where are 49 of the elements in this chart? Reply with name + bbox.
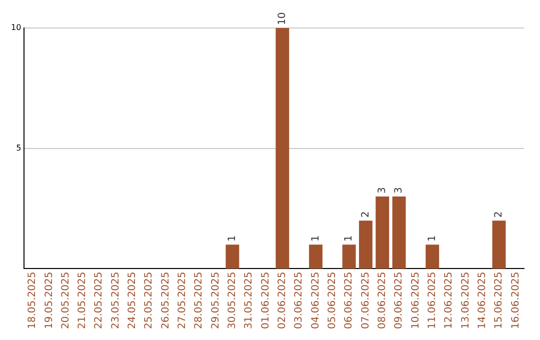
bar bbox=[342, 244, 356, 269]
x-tick-label: 10.06.2025 bbox=[410, 272, 422, 330]
x-tick-label: 20.05.2025 bbox=[60, 272, 72, 330]
x-tick-label: 30.05.2025 bbox=[227, 272, 238, 330]
bar bbox=[309, 244, 322, 269]
x-tick-label: 18.05.2025 bbox=[27, 272, 38, 330]
bar bbox=[492, 220, 506, 269]
x-tick-label: 26.05.2025 bbox=[160, 272, 172, 330]
bar bbox=[426, 244, 440, 269]
data-label: 2 bbox=[494, 211, 505, 218]
x-tick-label: 03.06.2025 bbox=[294, 272, 305, 330]
bar bbox=[226, 244, 240, 269]
bar bbox=[392, 196, 406, 269]
bar bbox=[276, 28, 290, 269]
x-tick-label: 24.05.2025 bbox=[127, 272, 138, 330]
data-label: 3 bbox=[394, 187, 405, 194]
x-tick-label: 09.06.2025 bbox=[394, 272, 405, 330]
x-tick-label: 29.05.2025 bbox=[210, 272, 222, 330]
x-tick-label: 25.05.2025 bbox=[144, 272, 155, 330]
x-tick-label: 05.06.2025 bbox=[326, 272, 338, 330]
data-label: 1 bbox=[426, 235, 438, 242]
x-tick-label: 13.06.2025 bbox=[460, 272, 472, 330]
x-tick-label: 08.06.2025 bbox=[376, 272, 388, 330]
data-label: 2 bbox=[360, 211, 372, 218]
x-tick-label: 31.05.2025 bbox=[244, 272, 255, 330]
data-label: 1 bbox=[227, 235, 238, 242]
x-tick-label: 28.05.2025 bbox=[194, 272, 205, 330]
x-tick-label: 01.06.2025 bbox=[260, 272, 272, 330]
data-label: 1 bbox=[310, 235, 322, 242]
x-tick-label: 04.06.2025 bbox=[310, 272, 322, 330]
data-label: 3 bbox=[376, 187, 388, 194]
x-tick-label: 21.05.2025 bbox=[77, 272, 88, 330]
y-tick-label: 5 bbox=[16, 143, 22, 152]
data-label: 1 bbox=[344, 235, 355, 242]
x-tick-label: 27.05.2025 bbox=[177, 272, 188, 330]
bar bbox=[376, 196, 390, 269]
x-tick-label: 16.06.2025 bbox=[510, 272, 522, 330]
bar bbox=[358, 220, 372, 269]
x-tick-label: 22.05.2025 bbox=[94, 272, 105, 330]
x-tick-label: 14.06.2025 bbox=[476, 272, 488, 330]
x-tick-label: 15.06.2025 bbox=[494, 272, 505, 330]
x-tick-label: 19.05.2025 bbox=[44, 272, 55, 330]
x-tick-label: 11.06.2025 bbox=[426, 272, 438, 330]
data-label: 10 bbox=[277, 12, 288, 25]
x-tick-label: 07.06.2025 bbox=[360, 272, 372, 330]
x-tick-label: 23.05.2025 bbox=[110, 272, 122, 330]
x-tick-label: 12.06.2025 bbox=[444, 272, 455, 330]
x-tick-label: 06.06.2025 bbox=[344, 272, 355, 330]
x-tick-label: 02.06.2025 bbox=[277, 272, 288, 330]
